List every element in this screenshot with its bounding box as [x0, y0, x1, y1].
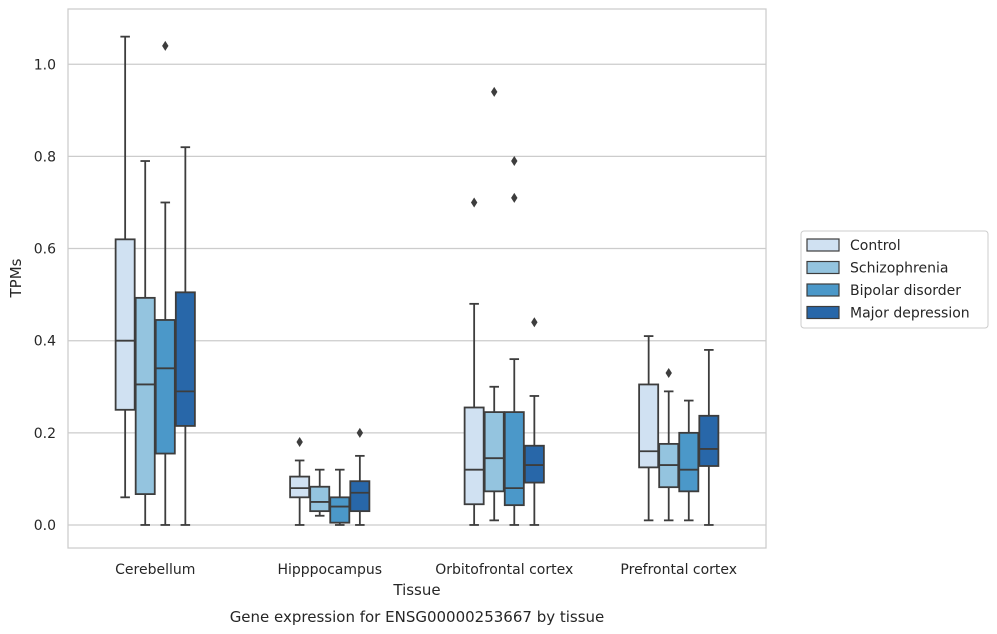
outlier-marker: [511, 156, 518, 167]
box-iqr: [174, 291, 196, 427]
outlier-marker: [356, 427, 364, 438]
figure-caption: Gene expression for ENSG00000253667 by t…: [230, 608, 605, 626]
box-iqr: [523, 444, 545, 484]
box-iqr: [289, 475, 311, 499]
x-tick-label: Orbitofrontal cortex: [435, 562, 573, 578]
legend-label: Bipolar disorder: [850, 283, 961, 299]
legend-label: Schizophrenia: [850, 261, 948, 277]
outlier-marker: [491, 86, 498, 97]
legend-swatch: [806, 283, 840, 297]
box-iqr: [503, 411, 525, 507]
box-group: [329, 468, 351, 526]
y-tick-label: 0.8: [34, 149, 56, 165]
box-group: [523, 317, 545, 526]
box-iqr: [638, 383, 660, 469]
y-tick-label: 1.0: [34, 57, 56, 73]
legend-swatch: [806, 260, 840, 275]
y-tick-label: 0.6: [34, 242, 56, 258]
box-iqr: [309, 485, 331, 513]
box-group: [698, 349, 720, 526]
x-tick-label: Prefrontal cortex: [620, 562, 737, 578]
box-plot-marks: [114, 35, 720, 526]
box-iqr: [349, 480, 371, 513]
legend-label: Major depression: [850, 306, 970, 322]
outlier-marker: [665, 367, 672, 378]
x-tick-label: Hipppocampus: [277, 562, 382, 578]
box-iqr: [678, 431, 700, 493]
box-iqr: [698, 414, 720, 467]
box-group: [658, 367, 680, 522]
box-iqr: [134, 296, 156, 496]
box-group: [174, 146, 196, 526]
x-axis-ticks: Cerebellum Hipppocampus Orbitofrontal cort…: [115, 562, 737, 578]
box-group: [154, 40, 176, 526]
box-group: [114, 35, 136, 499]
box-iqr: [483, 411, 505, 493]
plot-area-frame: [67, 8, 767, 549]
box-group: [309, 468, 331, 517]
y-tick-label: 0.0: [34, 518, 56, 534]
box-group: [483, 86, 505, 522]
outlier-marker: [511, 192, 518, 203]
legend-frame: [800, 230, 989, 329]
box-group: [463, 197, 485, 526]
legend-swatch: [806, 305, 840, 320]
x-tick-label: Cerebellum: [115, 562, 195, 578]
legend-label: Control: [850, 238, 901, 254]
outlier-marker: [162, 40, 169, 51]
box-group: [349, 427, 371, 526]
legend-swatch: [806, 238, 840, 252]
box-iqr: [463, 406, 485, 506]
y-axis-label: TPMs: [7, 258, 25, 298]
y-axis-ticks: 0.0 0.2 0.4 0.6 0.8 1.0: [34, 57, 56, 534]
box-group: [289, 437, 311, 526]
y-tick-label: 0.2: [34, 426, 56, 442]
legend: Control Schizophrenia Bipolar disorder Majo…: [800, 230, 989, 329]
box-group: [678, 399, 700, 522]
box-group: [503, 156, 525, 526]
box-group: [638, 335, 660, 522]
y-tick-label: 0.4: [34, 334, 56, 350]
outlier-marker: [531, 317, 538, 328]
box-group: [134, 160, 156, 526]
box-iqr: [154, 319, 176, 455]
x-axis-label: Tissue: [392, 581, 440, 599]
outlier-marker: [296, 437, 303, 448]
box-iqr: [329, 496, 351, 524]
outlier-marker: [470, 197, 478, 208]
box-iqr: [114, 238, 136, 411]
